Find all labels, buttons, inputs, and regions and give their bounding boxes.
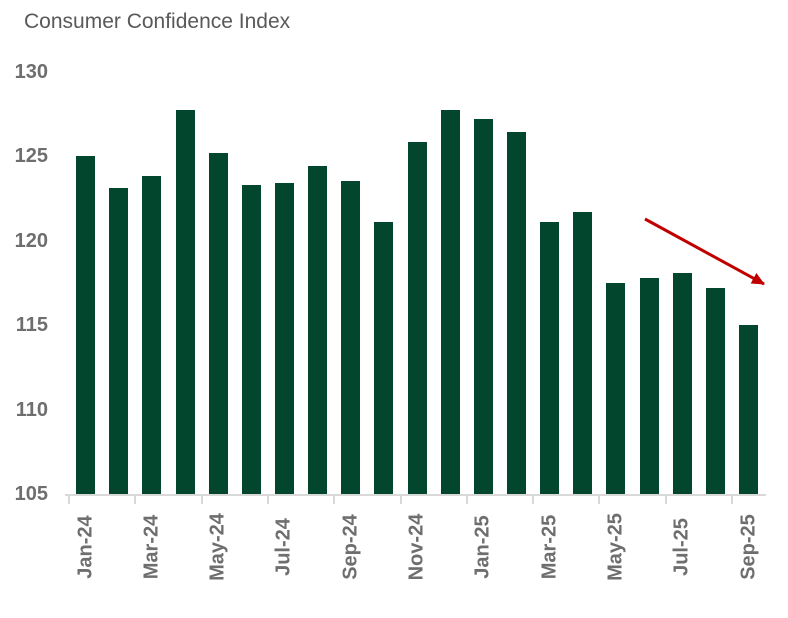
x-tick-mark <box>333 496 336 504</box>
bar-mar-24 <box>142 176 162 494</box>
y-tick-label: 110 <box>15 398 48 421</box>
bar-nov-24 <box>407 142 427 494</box>
x-tick-label: Sep-25 <box>737 514 760 580</box>
x-axis-line <box>65 494 766 496</box>
x-tick-mark <box>399 496 402 504</box>
x-tick-label: Jan-24 <box>74 515 97 579</box>
x-tick-label: Nov-24 <box>405 513 428 581</box>
x-tick-mark <box>200 496 203 504</box>
x-tick-label: May-25 <box>604 513 627 581</box>
bar-may-24 <box>208 152 228 494</box>
bar-jan-25 <box>473 118 493 494</box>
bar-sep-25 <box>739 325 759 494</box>
x-tick-mark <box>68 496 70 504</box>
x-tick-mark <box>598 496 601 504</box>
bar-may-25 <box>606 282 626 494</box>
x-tick-label: May-24 <box>206 513 229 581</box>
x-tick-mark <box>134 496 137 504</box>
bar-jul-24 <box>274 183 294 494</box>
y-tick-label: 105 <box>14 483 48 505</box>
x-tick-mark <box>664 496 667 504</box>
bar-oct-24 <box>374 221 394 494</box>
bar-jan-24 <box>76 156 96 494</box>
bar-apr-25 <box>573 211 593 494</box>
x-tick-label: Mar-24 <box>140 514 163 580</box>
bar-jun-25 <box>639 277 659 494</box>
chart-title: Consumer Confidence Index <box>24 10 291 33</box>
bar-jun-24 <box>241 184 261 494</box>
x-tick-mark <box>465 496 468 504</box>
bar-feb-24 <box>109 188 129 494</box>
bar-aug-24 <box>308 166 328 494</box>
bar-aug-25 <box>705 287 725 494</box>
x-tick-label: Mar-25 <box>538 514 561 580</box>
y-tick-label: 115 <box>15 314 48 336</box>
x-tick-label: Jul-25 <box>670 518 693 576</box>
x-tick-mark <box>731 496 733 504</box>
y-tick-label: 130 <box>14 60 48 83</box>
y-tick-label: 125 <box>14 145 48 167</box>
bar-apr-24 <box>175 110 195 494</box>
bar-dec-24 <box>440 110 460 494</box>
bar-mar-25 <box>540 221 560 494</box>
x-tick-mark <box>266 496 269 504</box>
x-tick-label: Jul-24 <box>272 518 295 576</box>
x-tick-mark <box>532 496 535 504</box>
y-tick-label: 120 <box>14 229 48 252</box>
bar-jul-25 <box>672 272 692 494</box>
bar-feb-25 <box>507 132 527 494</box>
x-tick-label: Jan-25 <box>471 515 494 579</box>
x-tick-label: Sep-24 <box>339 514 362 580</box>
bar-sep-24 <box>341 181 361 494</box>
